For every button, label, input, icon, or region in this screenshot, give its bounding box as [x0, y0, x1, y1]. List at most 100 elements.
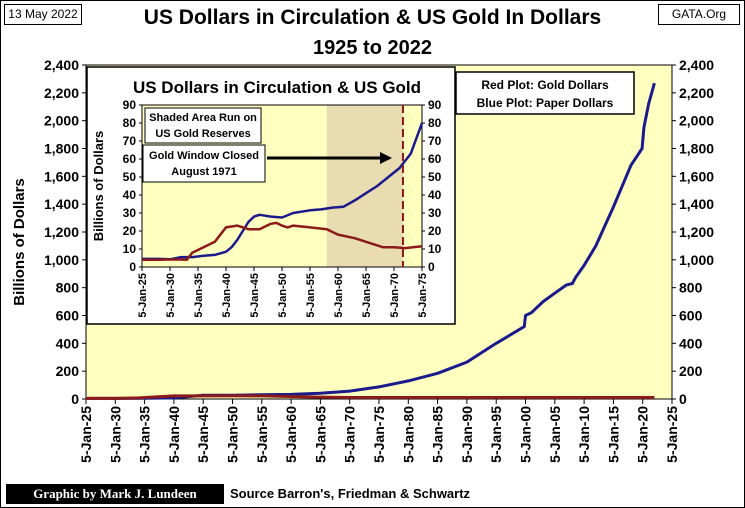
y-tick-label-right: 800 [679, 280, 703, 296]
inset-y-tick-label-left: 10 [123, 242, 137, 256]
inset-y-tick-label-left: 70 [123, 134, 137, 148]
inset-x-tick-label: 5-Jan-35 [193, 273, 205, 318]
inset-y-tick-label-right: 50 [428, 170, 442, 184]
y-tick-label-right: 1,600 [679, 168, 714, 184]
y-tick-label-left: 600 [56, 308, 80, 324]
y-tick-label-left: 400 [56, 335, 80, 351]
inset-x-tick-label: 5-Jan-40 [221, 273, 233, 318]
inset-y-tick-label-left: 50 [123, 170, 137, 184]
y-tick-label-right: 1,400 [679, 196, 714, 212]
gold-run-shaded-region [326, 105, 403, 267]
gold-window-note-line2: August 1971 [171, 166, 236, 178]
inset-y-tick-label-right: 40 [428, 188, 442, 202]
inset-x-tick-label: 5-Jan-50 [277, 273, 289, 318]
x-tick-label: 5-Jan-85 [430, 406, 446, 463]
x-tick-label: 5-Jan-50 [225, 406, 241, 463]
y-tick-label-right: 400 [679, 335, 703, 351]
y-tick-label-left: 1,400 [44, 196, 79, 212]
inset-x-tick-label: 5-Jan-30 [165, 273, 177, 318]
x-tick-label: 5-Jan-65 [312, 406, 328, 463]
x-tick-label: 5-Jan-20 [635, 406, 651, 463]
legend-paper-label: Blue Plot: Paper Dollars [477, 96, 614, 110]
inset-y-tick-label-right: 20 [428, 224, 442, 238]
y-tick-label-left: 800 [56, 280, 80, 296]
y-tick-label-right: 2,200 [679, 85, 714, 101]
legend-gold-label: Red Plot: Gold Dollars [481, 78, 609, 92]
y-axis-title: Billions of Dollars [11, 178, 28, 306]
inset-y-tick-label-right: 80 [428, 116, 442, 130]
annotation-arrow-head [380, 152, 392, 164]
inset-gold-line [142, 221, 423, 262]
inset-y-tick-label-left: 40 [123, 188, 137, 202]
x-tick-label: 5-Jan-75 [371, 406, 387, 463]
author-credit: Graphic by Mark J. Lundeen [6, 484, 224, 504]
x-tick-label: 5-Jan-70 [342, 406, 358, 463]
x-tick-label: 5-Jan-25 [664, 406, 680, 463]
y-tick-label-right: 600 [679, 308, 703, 324]
inset-y-tick-label-left: 60 [123, 152, 137, 166]
inset-x-tick-label: 5-Jan-55 [305, 273, 317, 318]
x-tick-label: 5-Jan-95 [488, 406, 504, 463]
y-tick-label-left: 2,400 [44, 57, 79, 73]
x-tick-label: 5-Jan-15 [605, 406, 621, 463]
x-tick-label: 5-Jan-80 [400, 406, 416, 463]
shaded-area-note-line1: Shaded Area Run on [149, 112, 257, 124]
x-tick-label: 5-Jan-55 [254, 406, 270, 463]
legend-box [455, 71, 635, 115]
x-tick-label: 5-Jan-45 [195, 406, 211, 463]
y-tick-label-left: 2,000 [44, 113, 79, 129]
shaded-area-note-line2: US Gold Reserves [155, 128, 250, 140]
inset-y-tick-label-right: 70 [428, 134, 442, 148]
y-tick-label-right: 2,000 [679, 113, 714, 129]
inset-y-tick-label-right: 30 [428, 206, 442, 220]
y-tick-label-left: 200 [56, 363, 80, 379]
x-tick-label: 5-Jan-10 [576, 406, 592, 463]
y-tick-label-right: 1,200 [679, 224, 714, 240]
inset-y-tick-label-left: 30 [123, 206, 137, 220]
inset-y-axis-title: Billions of Dollars [91, 131, 106, 242]
y-tick-label-left: 1,000 [44, 252, 79, 268]
inset-y-tick-label-right: 90 [428, 98, 442, 112]
inset-x-tick-label: 5-Jan-70 [389, 273, 401, 318]
y-tick-label-right: 1,800 [679, 141, 714, 157]
date-label: 13 May 2022 [4, 4, 82, 25]
gold-dollars-line [86, 394, 655, 400]
inset-y-tick-label-left: 0 [129, 260, 136, 274]
inset-x-tick-label: 5-Jan-65 [361, 273, 373, 318]
source-note: Source Barron's, Friedman & Schwartz [230, 486, 471, 501]
site-label: GATA.Org [658, 4, 740, 25]
y-tick-label-right: 0 [679, 391, 687, 407]
x-tick-label: 5-Jan-90 [459, 406, 475, 463]
inset-x-tick-label: 5-Jan-45 [249, 273, 261, 318]
shaded-area-note-box [144, 107, 262, 144]
inset-y-tick-label-right: 10 [428, 242, 442, 256]
x-tick-label: 5-Jan-60 [283, 406, 299, 463]
inset-y-tick-label-right: 0 [428, 260, 435, 274]
inset-y-tick-label-left: 80 [123, 116, 137, 130]
x-tick-label: 5-Jan-30 [107, 406, 123, 463]
gold-window-note-line1: Gold Window Closed [149, 150, 259, 162]
inset-y-tick-label-left: 90 [123, 98, 137, 112]
x-tick-label: 5-Jan-35 [137, 406, 153, 463]
y-tick-label-left: 1,800 [44, 141, 79, 157]
x-tick-label: 5-Jan-25 [78, 406, 94, 463]
inset-x-tick-label: 5-Jan-75 [417, 273, 429, 318]
inset-title: US Dollars in Circulation & US Gold [133, 78, 421, 97]
chart-subtitle: 1925 to 2022 [313, 37, 432, 59]
y-tick-label-right: 1,000 [679, 252, 714, 268]
chart-title: US Dollars in Circulation & US Gold In D… [143, 6, 602, 29]
inset-y-tick-label-left: 20 [123, 224, 137, 238]
inset-paper-line [142, 122, 424, 261]
y-tick-label-right: 2,400 [679, 57, 714, 73]
y-tick-label-right: 200 [679, 363, 703, 379]
y-tick-label-left: 0 [71, 391, 79, 407]
y-tick-label-left: 1,200 [44, 224, 79, 240]
x-tick-label: 5-Jan-40 [166, 406, 182, 463]
y-tick-label-left: 2,200 [44, 85, 79, 101]
y-tick-label-left: 1,600 [44, 168, 79, 184]
inset-y-tick-label-right: 60 [428, 152, 442, 166]
gold-window-note-box [142, 144, 266, 183]
x-tick-label: 5-Jan-05 [547, 406, 563, 463]
